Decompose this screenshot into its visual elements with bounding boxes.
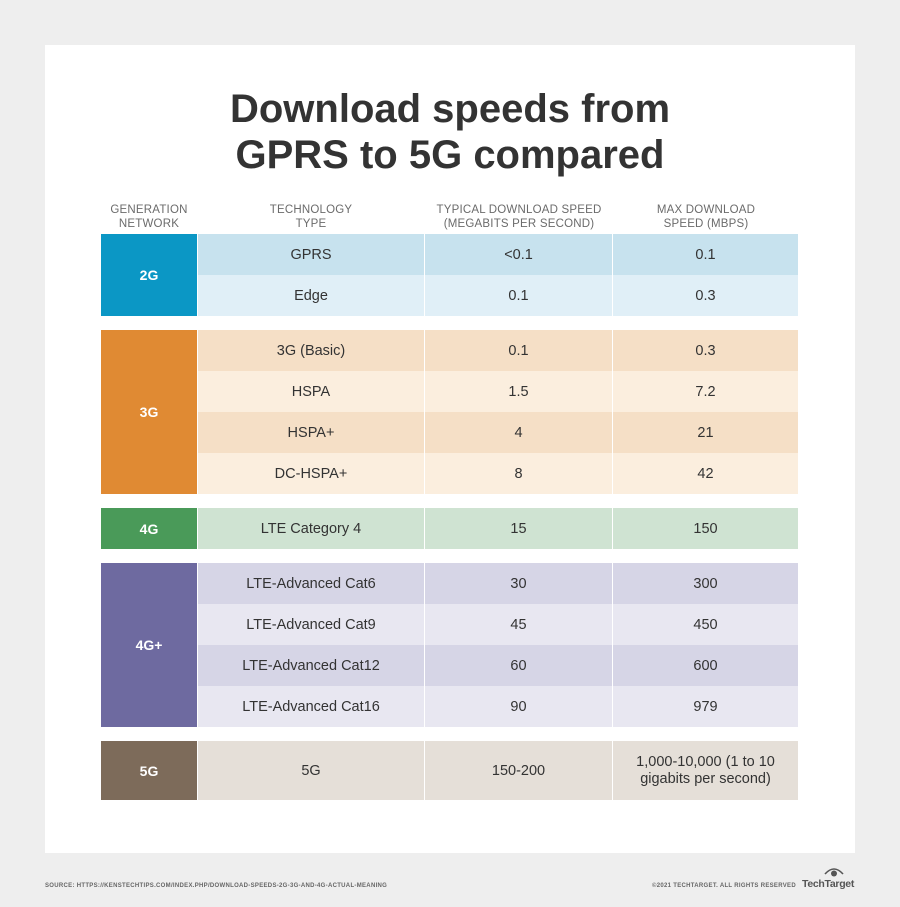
technology-cell: LTE-Advanced Cat16: [242, 698, 380, 715]
generation-label: 5G: [101, 741, 197, 800]
technology-cell: HSPA: [291, 383, 331, 400]
generation-label: 2G: [101, 234, 197, 316]
technology-cell: LTE Category 4: [260, 520, 362, 537]
table-row: DC-HSPA+ 8 42: [198, 453, 798, 494]
technology-cell: LTE-Advanced Cat9: [246, 616, 376, 633]
technology-rows: LTE Category 4 15 150: [198, 508, 798, 549]
table-row: LTE Category 4 15 150: [198, 508, 798, 549]
generation-divider: [197, 330, 198, 494]
group-4g: 4G LTE Category 4 15 150: [101, 508, 798, 549]
technology-cell: DC-HSPA+: [274, 465, 348, 482]
table-row: LTE-Advanced Cat16 90 979: [198, 686, 798, 727]
max-speed-cell: 600: [612, 645, 798, 686]
max-speed-cell: 0.3: [612, 330, 798, 371]
group-4gplus: 4G+ LTE-Advanced Cat6 30 300 LTE-Advanced Ca…: [101, 563, 798, 727]
generation-label: 4G+: [101, 563, 197, 727]
typical-speed-cell: 90: [424, 686, 612, 727]
max-speed-cell: 450: [612, 604, 798, 645]
typical-speed-cell: 30: [424, 563, 612, 604]
max-speed-cell: 7.2: [612, 371, 798, 412]
header-generation: GENERATION NETWORK: [110, 204, 188, 230]
technology-cell: LTE-Advanced Cat12: [242, 657, 380, 674]
technology-cell: LTE-Advanced Cat6: [246, 575, 376, 592]
group-3g: 3G 3G (Basic) 0.1 0.3 HSPA 1.5 7.2 HSPA+ 4 21 DC-H…: [101, 330, 798, 494]
header-typical-speed: TYPICAL DOWNLOAD SPEED (MEGABITS PER SEC…: [436, 204, 602, 230]
max-speed-cell: 0.3: [612, 275, 798, 316]
table-row: 3G (Basic) 0.1 0.3: [198, 330, 798, 371]
header-technology: TECHNOLOGY TYPE: [269, 204, 353, 230]
technology-cell: HSPA+: [287, 424, 335, 441]
max-speed-cell: 1,000-10,000 (1 to 10 gigabits per secon…: [612, 741, 798, 800]
max-speed-cell: 150: [612, 508, 798, 549]
typical-speed-cell: 45: [424, 604, 612, 645]
table-row: 5G 150-200 1,000-10,000 (1 to 10 gigabits …: [198, 741, 798, 800]
copyright-note: ©2021 TECHTARGET. ALL RIGHTS RESERVED: [652, 883, 796, 889]
max-speed-cell: 21: [612, 412, 798, 453]
header-max-speed: MAX DOWNLOAD SPEED (MBPS): [656, 204, 756, 230]
technology-cell: 3G (Basic): [276, 342, 346, 359]
technology-rows: GPRS <0.1 0.1 Edge 0.1 0.3: [198, 234, 798, 316]
column-headers: GENERATION NETWORK TECHNOLOGY TYPE TYPIC…: [0, 203, 900, 233]
technology-rows: LTE-Advanced Cat6 30 300 LTE-Advanced Cat9 4…: [198, 563, 798, 727]
max-speed-cell: 300: [612, 563, 798, 604]
title-line-2: GPRS to 5G compared: [235, 133, 665, 177]
max-speed-cell: 42: [612, 453, 798, 494]
page-title: Download speeds from GPRS to 5G compared: [0, 86, 900, 178]
generation-label: 4G: [101, 508, 197, 549]
generation-divider: [197, 234, 198, 316]
typical-speed-cell: 4: [424, 412, 612, 453]
speed-table: 2G GPRS <0.1 0.1 Edge 0.1 0.3 3G 3G (Basic) 0.1 0.…: [101, 234, 798, 814]
typical-speed-cell: 0.1: [424, 330, 612, 371]
technology-cell: GPRS: [290, 246, 332, 263]
technology-rows: 3G (Basic) 0.1 0.3 HSPA 1.5 7.2 HSPA+ 4 21 DC-HSP…: [198, 330, 798, 494]
generation-divider: [197, 508, 198, 549]
typical-speed-cell: 60: [424, 645, 612, 686]
source-note: SOURCE: HTTPS://KENSTECHTIPS.COM/INDEX.P…: [45, 883, 388, 889]
technology-cell: 5G: [301, 762, 321, 779]
table-row: LTE-Advanced Cat6 30 300: [198, 563, 798, 604]
eye-icon: [824, 868, 844, 877]
typical-speed-cell: 1.5: [424, 371, 612, 412]
table-row: HSPA 1.5 7.2: [198, 371, 798, 412]
generation-divider: [197, 563, 198, 727]
techtarget-logo: TechTarget: [802, 866, 858, 892]
max-speed-cell: 0.1: [612, 234, 798, 275]
technology-rows: 5G 150-200 1,000-10,000 (1 to 10 gigabits …: [198, 741, 798, 800]
group-5g: 5G 5G 150-200 1,000-10,000 (1 to 10 gigabit…: [101, 741, 798, 800]
typical-speed-cell: <0.1: [424, 234, 612, 275]
typical-speed-cell: 150-200: [424, 741, 612, 800]
table-row: LTE-Advanced Cat12 60 600: [198, 645, 798, 686]
table-row: GPRS <0.1 0.1: [198, 234, 798, 275]
generation-divider: [197, 741, 198, 800]
technology-cell: Edge: [294, 287, 328, 304]
title-line-1: Download speeds from: [229, 87, 671, 131]
table-row: HSPA+ 4 21: [198, 412, 798, 453]
typical-speed-cell: 8: [424, 453, 612, 494]
logo-text: TechTarget: [802, 878, 855, 890]
table-row: LTE-Advanced Cat9 45 450: [198, 604, 798, 645]
group-2g: 2G GPRS <0.1 0.1 Edge 0.1 0.3: [101, 234, 798, 316]
max-speed-cell: 979: [612, 686, 798, 727]
generation-label: 3G: [101, 330, 197, 494]
typical-speed-cell: 15: [424, 508, 612, 549]
typical-speed-cell: 0.1: [424, 275, 612, 316]
table-row: Edge 0.1 0.3: [198, 275, 798, 316]
